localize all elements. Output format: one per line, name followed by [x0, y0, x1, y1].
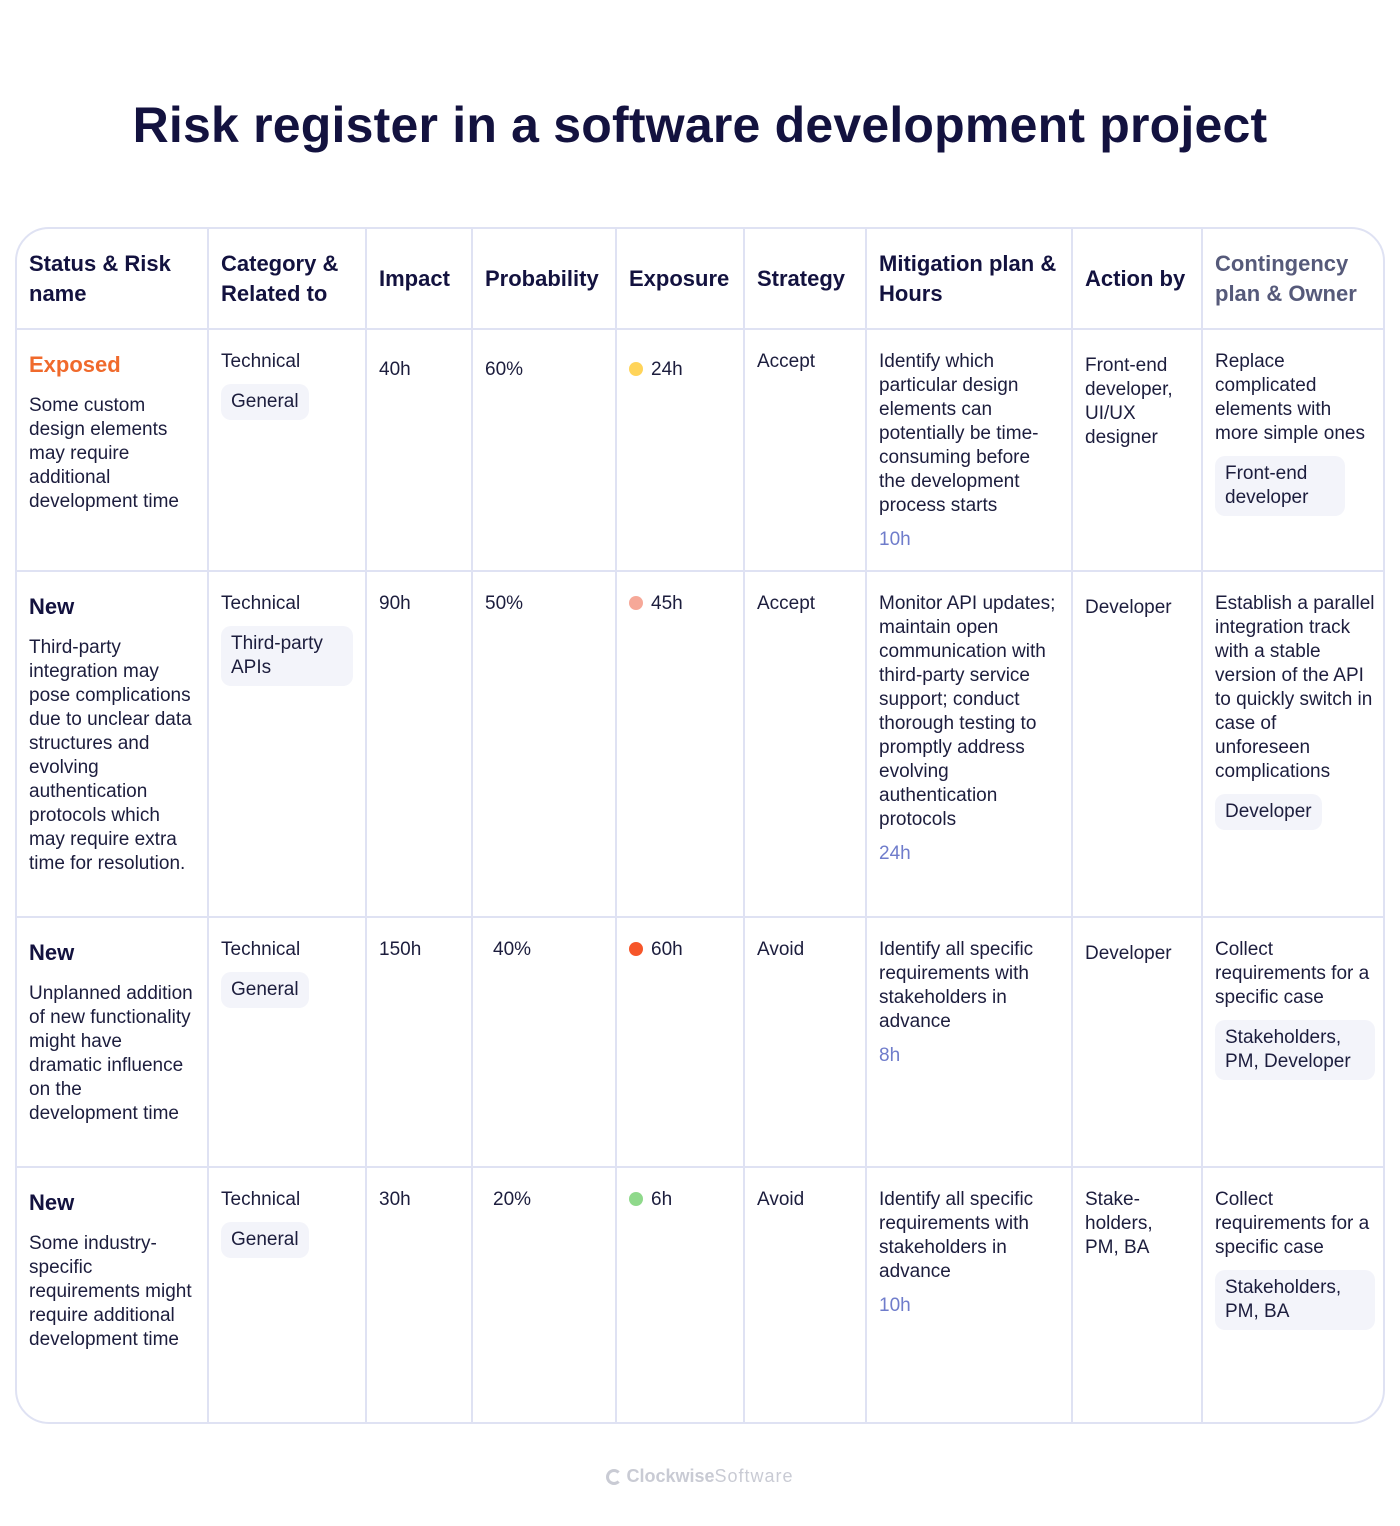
contingency-plan: Collect requirements for a specific case [1215, 1189, 1370, 1258]
brand-light: Software [714, 1466, 794, 1486]
action-by-cell: Developer [1072, 917, 1203, 1168]
exposure-cell: 60h [616, 917, 745, 1168]
impact-cell: 90h [366, 571, 473, 918]
page-title: Risk register in a software development … [132, 97, 1268, 153]
table-row: Exposed Some custom design elements may … [17, 329, 1383, 572]
risk-name: Unplanned addition of new functionality … [29, 983, 193, 1124]
header-mitigation: Mitigation plan & Hours [866, 229, 1073, 330]
status-label: Exposed [29, 352, 121, 377]
contingency-plan: Replace complicated elements with more s… [1215, 351, 1365, 444]
mitigation-hours: 10h [879, 529, 911, 550]
exposure-value: 6h [651, 1189, 673, 1210]
probability-cell: 20% [472, 1167, 617, 1422]
header-status-risk: Status & Risk name [17, 229, 209, 330]
probability-cell: 60% [472, 329, 617, 572]
mitigation-cell: Identify which particular design element… [866, 329, 1073, 572]
strategy-cell: Avoid [744, 917, 867, 1168]
clockwise-logo-icon [606, 1469, 623, 1485]
category-label: Technical [221, 593, 301, 614]
brand-bold: Clockwise [626, 1466, 715, 1486]
category-cell: Technical General [208, 1167, 367, 1422]
exposure-dot-icon [629, 942, 643, 956]
header-probability: Probability [472, 229, 617, 330]
exposure-cell: 6h [616, 1167, 745, 1422]
related-to-tag: General [221, 1222, 309, 1258]
category-label: Technical [221, 351, 301, 372]
exposure-dot-icon [629, 1192, 643, 1206]
impact-cell: 30h [366, 1167, 473, 1422]
related-to-tag: General [221, 384, 309, 420]
category-label: Technical [221, 1189, 301, 1210]
exposure-dot-icon [629, 362, 643, 376]
status-label: New [29, 940, 75, 965]
contingency-cell: Collect requirements for a specific case… [1202, 917, 1383, 1168]
action-by-cell: Stake-holders, PM, BA [1072, 1167, 1203, 1422]
mitigation-hours: 24h [879, 843, 911, 864]
table-row: New Unplanned addition of new functional… [17, 917, 1383, 1168]
owner-tag: Developer [1215, 794, 1322, 830]
exposure-value: 24h [651, 359, 683, 380]
action-by-value: Stake-holders, PM, BA [1085, 1189, 1153, 1258]
mitigation-cell: Monitor API updates; maintain open commu… [866, 571, 1073, 918]
risk-name: Some custom design elements may require … [29, 395, 179, 512]
header-exposure: Exposure [616, 229, 745, 330]
strategy-cell: Accept [744, 329, 867, 572]
contingency-plan: Collect requirements for a specific case [1215, 939, 1370, 1008]
header-impact: Impact [366, 229, 473, 330]
mitigation-hours: 8h [879, 1045, 901, 1066]
exposure-value: 60h [651, 939, 683, 960]
strategy-cell: Accept [744, 571, 867, 918]
risk-name: Third-party integration may pose complic… [29, 637, 192, 874]
exposure-cell: 45h [616, 571, 745, 918]
status-risk-cell: New Third-party integration may pose com… [17, 571, 209, 918]
mitigation-cell: Identify all specific requirements with … [866, 917, 1073, 1168]
status-risk-cell: New Some industry-specific requirements … [17, 1167, 209, 1422]
related-to-tag: General [221, 972, 309, 1008]
table-row: New Some industry-specific requirements … [17, 1167, 1383, 1422]
owner-tag: Front-end developer [1215, 456, 1345, 516]
risk-name: Some industry-specific requirements migh… [29, 1233, 192, 1350]
exposure-cell: 24h [616, 329, 745, 572]
impact-cell: 40h [366, 329, 473, 572]
table-row: New Third-party integration may pose com… [17, 571, 1383, 918]
owner-tag: Stakeholders, PM, BA [1215, 1270, 1375, 1330]
footer-brand: ClockwiseSoftware [0, 1466, 1400, 1487]
mitigation-hours: 10h [879, 1295, 911, 1316]
header-category: Category & Related to [208, 229, 367, 330]
status-label: New [29, 594, 75, 619]
action-by-cell: Developer [1072, 571, 1203, 918]
probability-cell: 40% [472, 917, 617, 1168]
contingency-cell: Replace complicated elements with more s… [1202, 329, 1383, 572]
status-label: New [29, 1190, 75, 1215]
category-cell: Technical Third-party APIs [208, 571, 367, 918]
strategy-cell: Avoid [744, 1167, 867, 1422]
owner-tag: Stakeholders, PM, Developer [1215, 1020, 1375, 1080]
category-cell: Technical General [208, 917, 367, 1168]
mitigation-cell: Identify all specific requirements with … [866, 1167, 1073, 1422]
probability-cell: 50% [472, 571, 617, 918]
exposure-value: 45h [651, 593, 683, 614]
header-row: Status & Risk name Category & Related to… [17, 229, 1383, 330]
exposure-dot-icon [629, 596, 643, 610]
contingency-cell: Collect requirements for a specific case… [1202, 1167, 1383, 1422]
contingency-plan: Establish a parallel integration track w… [1215, 593, 1375, 782]
header-contingency: Contingency plan & Owner [1202, 229, 1383, 330]
risk-register-table: Status & Risk name Category & Related to… [15, 227, 1385, 1424]
impact-cell: 150h [366, 917, 473, 1168]
contingency-cell: Establish a parallel integration track w… [1202, 571, 1383, 918]
header-action-by: Action by [1072, 229, 1203, 330]
category-cell: Technical General [208, 329, 367, 572]
category-label: Technical [221, 939, 301, 960]
mitigation-plan: Identify all specific requirements with … [879, 1189, 1034, 1282]
related-to-tag: Third-party APIs [221, 626, 353, 686]
status-risk-cell: Exposed Some custom design elements may … [17, 329, 209, 572]
header-strategy: Strategy [744, 229, 867, 330]
mitigation-plan: Identify all specific requirements with … [879, 939, 1034, 1032]
mitigation-plan: Monitor API updates; maintain open commu… [879, 593, 1056, 830]
status-risk-cell: New Unplanned addition of new functional… [17, 917, 209, 1168]
mitigation-plan: Identify which particular design element… [879, 351, 1039, 516]
action-by-cell: Front-end developer, UI/UX designer [1072, 329, 1203, 572]
